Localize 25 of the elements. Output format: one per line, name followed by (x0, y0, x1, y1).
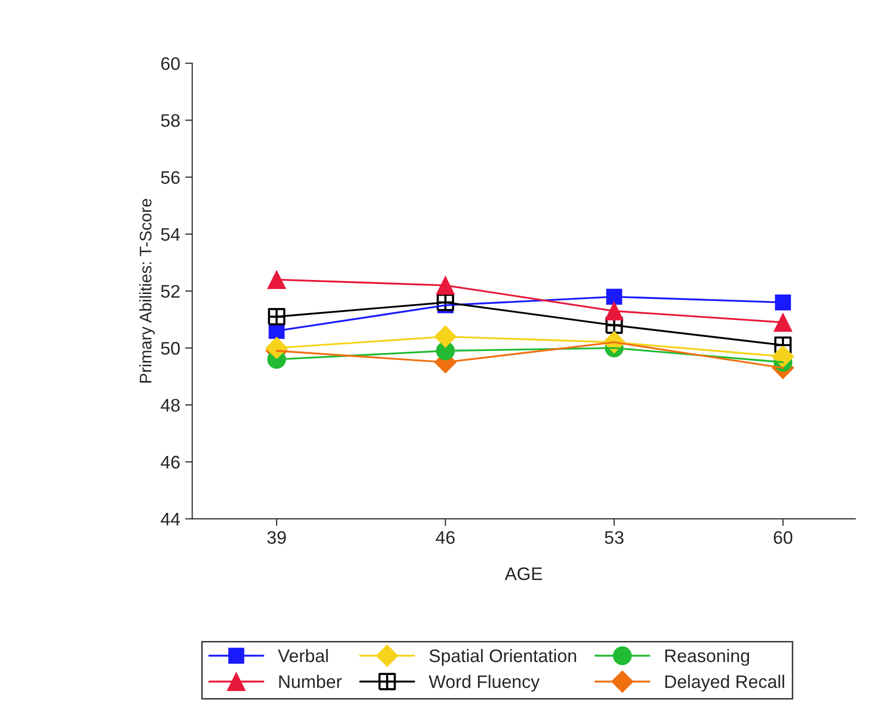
legend-label: Number (279, 674, 342, 688)
legend-label: Reasoning (665, 648, 750, 666)
y-tick-label: 44 (160, 512, 180, 526)
x-tick-label: 60 (774, 531, 792, 544)
y-axis-title: Primary Abilities: T-Score (139, 198, 155, 383)
y-tick-label: 46 (160, 456, 180, 469)
point (604, 302, 624, 320)
x-axis-title: AGE (504, 567, 542, 580)
legend-label: Word Fluency (428, 674, 540, 692)
y-tick-label: 60 (161, 57, 180, 70)
y-tick-label: 54 (161, 228, 180, 241)
legend-label: Delayed Recall (665, 674, 784, 692)
y-tick-label: 50 (161, 342, 180, 355)
point (267, 270, 286, 290)
y-tick-label: 48 (160, 398, 180, 412)
point (774, 294, 791, 310)
y-tick-label: 56 (161, 171, 180, 184)
legend-label: Spatial Orientation (429, 648, 576, 666)
x-tick-label: 46 (436, 531, 455, 544)
y-tick-label: 52 (161, 284, 180, 298)
legend-label: Verbal (278, 648, 328, 662)
x-tick-label: 53 (604, 531, 624, 544)
x-tick-label: 39 (267, 531, 286, 544)
point (774, 312, 792, 332)
y-tick-label: 58 (161, 114, 180, 127)
